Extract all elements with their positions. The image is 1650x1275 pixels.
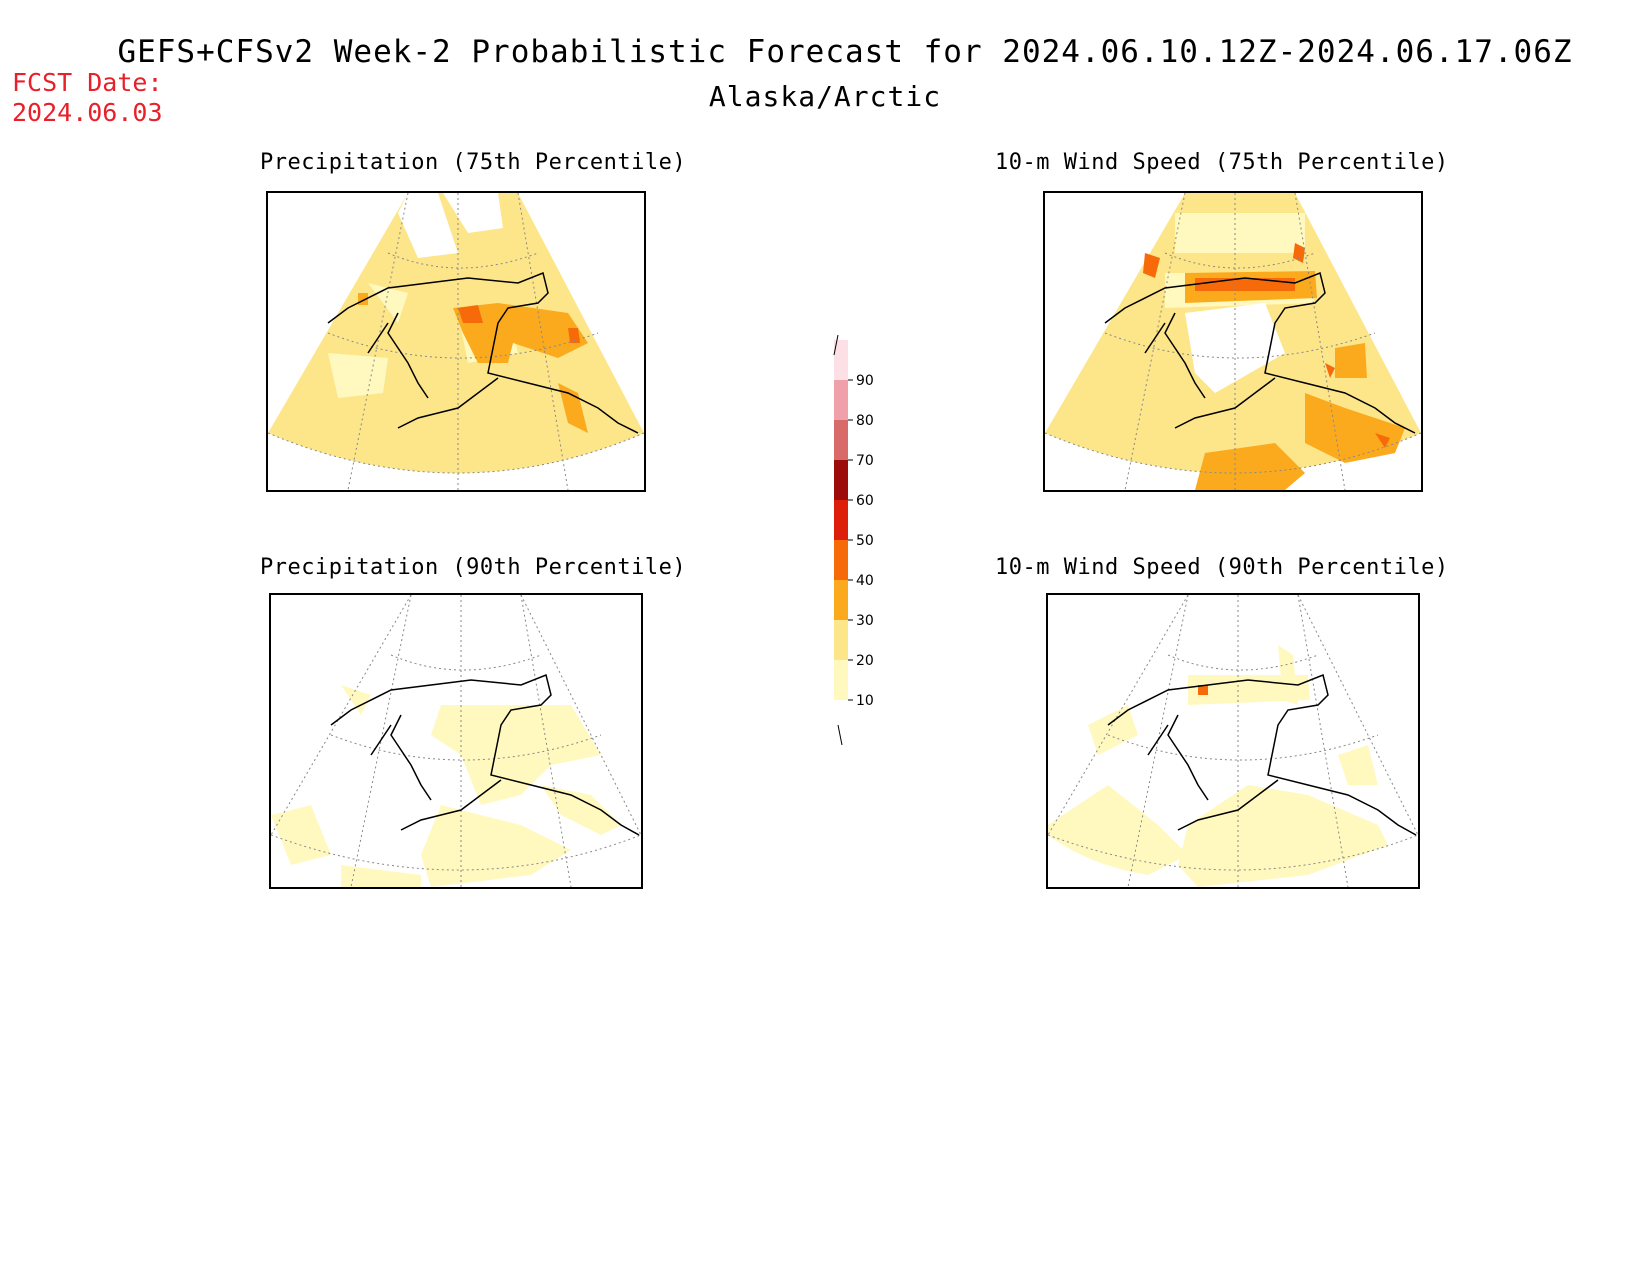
low-prob-area (541, 785, 621, 835)
low-prob-area (341, 685, 371, 715)
colorbar-label: 80 (856, 413, 874, 429)
graticule (1045, 193, 1421, 490)
high-prob-area (1198, 685, 1208, 695)
graticule (268, 193, 644, 490)
colorbar-swatches (834, 340, 848, 700)
map-wind90 (1048, 595, 1418, 887)
high-prob-area (1143, 253, 1160, 278)
moderate-prob-area (558, 383, 588, 433)
colorbar-swatch (834, 380, 848, 420)
moderate-prob-area (453, 303, 588, 363)
high-prob-area (1325, 363, 1335, 378)
colorbar-swatch (834, 540, 848, 580)
colorbar-label: 90 (856, 373, 874, 389)
colorbar-label: 30 (856, 613, 874, 629)
high-prob-area (1195, 278, 1295, 291)
high-prob-area (1375, 433, 1390, 448)
panel-title-wind90: 10-m Wind Speed (90th Percentile) (995, 555, 1449, 580)
map-panel-wind90 (1046, 593, 1420, 889)
colorbar-label: 40 (856, 573, 874, 589)
colorbar-swatch (834, 620, 848, 660)
region-subtitle: Alaska/Arctic (708, 80, 942, 113)
panel-title-precip75: Precipitation (75th Percentile) (260, 150, 687, 175)
low-prob-area (431, 705, 601, 805)
colorbar-label: 20 (856, 653, 874, 669)
map-precip75 (268, 193, 644, 490)
map-panel-precip75 (266, 191, 646, 492)
map-panel-wind75 (1043, 191, 1423, 492)
colorbar-swatch (834, 500, 848, 540)
graticule (1048, 595, 1418, 887)
low-prob-area (341, 865, 421, 887)
colorbar-label: 70 (856, 453, 874, 469)
colorbar: 10 20 30 40 50 60 70 80 90 (833, 335, 874, 745)
map-precip90 (271, 595, 641, 887)
low-prob-area (328, 353, 388, 398)
high-prob-area (458, 305, 483, 323)
low-prob-area (1278, 645, 1298, 705)
moderate-prob-area (1305, 393, 1405, 463)
colorbar-swatch (834, 660, 848, 700)
forecast-date-block: FCST Date: 2024.06.03 (12, 68, 163, 128)
colorbar-swatch (834, 580, 848, 620)
low-prob-area (271, 805, 331, 865)
low-prob-area (1088, 705, 1138, 755)
map-wind75 (1045, 193, 1421, 490)
panel-title-precip90: Precipitation (90th Percentile) (260, 555, 687, 580)
moderate-prob-area (1335, 343, 1367, 378)
colorbar-swatch (834, 340, 848, 380)
colorbar-swatch (834, 460, 848, 500)
colorbar-label: 10 (856, 693, 874, 709)
alaska-coastline (1104, 271, 1416, 434)
low-prob-area (421, 805, 571, 887)
high-prob-area (568, 328, 580, 343)
forecast-sector (1048, 595, 1418, 870)
colorbar-labels: 10 20 30 40 50 60 70 80 90 (848, 373, 874, 709)
alaska-coastline (1107, 673, 1417, 836)
alaska-coastline (327, 271, 639, 434)
colorbar-label: 60 (856, 493, 874, 509)
colorbar-label: 50 (856, 533, 874, 549)
main-title: GEFS+CFSv2 Week-2 Probabilistic Forecast… (117, 34, 1573, 70)
panel-title-wind75: 10-m Wind Speed (75th Percentile) (995, 150, 1449, 175)
low-prob-area (1178, 785, 1388, 887)
forecast-date-value: 2024.06.03 (12, 98, 163, 127)
colorbar-bottom-arrow (837, 724, 843, 745)
colorbar-swatch (834, 420, 848, 460)
graticule (271, 595, 641, 887)
low-prob-area (1338, 745, 1378, 785)
moderate-prob-area (1195, 443, 1305, 490)
forecast-date-label: FCST Date: (12, 68, 163, 97)
low-prob-area (1175, 213, 1305, 253)
map-panel-precip90 (269, 593, 643, 889)
colorbar-top-arrow (833, 335, 839, 356)
no-signal-area (398, 193, 458, 258)
alaska-coastline (330, 673, 640, 836)
forecast-sector (268, 193, 644, 473)
low-prob-area (1048, 785, 1188, 875)
